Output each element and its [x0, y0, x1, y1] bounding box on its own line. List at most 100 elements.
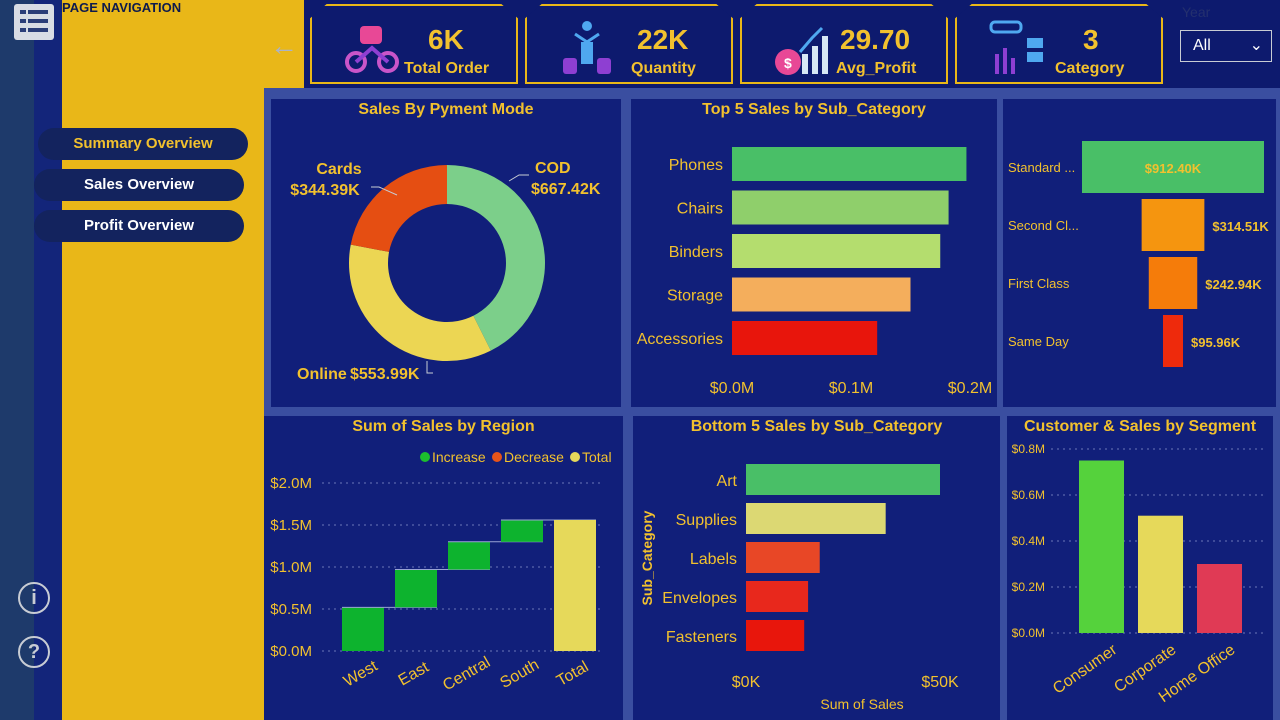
quantity-person-coins-icon: [563, 21, 611, 74]
region-tick-4: $0.0M: [270, 643, 312, 660]
bottom5-category-label: Labels: [690, 551, 737, 568]
cards-label: Cards: [316, 161, 361, 178]
legend-total-marker: [570, 452, 580, 462]
legend-decrease-marker: [492, 452, 502, 462]
ship-mode-panel: Standard ... $912.40K Second Cl... $314.51K…: [1003, 99, 1276, 407]
segment-bar[interactable]: [1197, 564, 1242, 633]
donut-slice-cards[interactable]: [350, 165, 447, 252]
kpi-category-value: 3: [1083, 24, 1099, 55]
navigation-panel: [62, 0, 304, 720]
region-tick-3: $0.5M: [270, 601, 312, 618]
segment-bar[interactable]: [1138, 515, 1183, 633]
top5-chart: $0.0M $0.1M $0.2M Phones Chairs Binders Sto…: [637, 147, 992, 397]
waterfall-bar[interactable]: [448, 541, 490, 570]
bottom5-tick-0: $0K: [732, 674, 761, 691]
bottom5-panel: Bottom 5 Sales by Sub_Category Sub_Categ…: [633, 416, 1000, 720]
ship-mode-funnel: Standard ... $912.40K Second Cl... $314.51K…: [1008, 141, 1269, 367]
legend-increase-marker: [420, 452, 430, 462]
region-title: Sum of Sales by Region: [352, 418, 535, 435]
waterfall-bar[interactable]: [501, 519, 543, 542]
ship-mode-value: $95.96K: [1191, 335, 1241, 350]
donut-slice-online[interactable]: [349, 244, 491, 361]
online-value: $553.99K: [350, 366, 420, 383]
ship-mode-label: Second Cl...: [1008, 218, 1079, 233]
legend-increase: Increase: [432, 449, 486, 465]
bottom5-bar[interactable]: [746, 581, 809, 612]
cod-label: COD: [535, 160, 571, 177]
region-category-label: South: [497, 656, 542, 692]
ship-mode-value: $912.40K: [1145, 161, 1202, 176]
segment-tick-3: $0.2M: [1012, 580, 1045, 594]
motorbike-delivery-icon: [345, 26, 399, 73]
bottom5-chart: Sub_Category $0K $50K Sum of Sales Art Su…: [639, 464, 959, 712]
bottom5-tick-1: $50K: [921, 674, 959, 691]
waterfall-bar[interactable]: [554, 519, 596, 651]
legend-decrease: Decrease: [504, 449, 564, 465]
top5-tick-1: $0.1M: [829, 380, 873, 397]
top5-bar[interactable]: [732, 321, 878, 355]
cod-leader-line: [508, 174, 529, 182]
segment-category-label: Consumer: [1050, 641, 1121, 698]
donut-slice-cod[interactable]: [447, 165, 545, 351]
payment-mode-title: Sales By Pyment Mode: [358, 101, 534, 118]
ship-mode-bar[interactable]: [1148, 257, 1198, 309]
legend-total: Total: [582, 449, 612, 465]
region-panel: Sum of Sales by Region Increase Decrease…: [264, 416, 623, 720]
year-slicer: Year All ⌄: [1170, 0, 1280, 88]
top5-bar[interactable]: [732, 147, 967, 181]
top5-bar[interactable]: [732, 234, 941, 268]
bottom5-category-label: Art: [717, 473, 738, 490]
help-icon[interactable]: ?: [18, 636, 50, 668]
profit-overview-button[interactable]: Profit Overview: [34, 210, 244, 242]
region-category-label: Central: [440, 654, 493, 695]
payment-mode-panel: Sales By Pyment Mode COD $667.42K Cards …: [271, 99, 621, 407]
kpi-avg-profit-label: Avg_Profit: [836, 60, 917, 77]
online-leader-line: [426, 361, 433, 374]
bottom5-bar[interactable]: [746, 464, 940, 495]
top5-category-label: Binders: [669, 244, 723, 261]
ship-mode-bar[interactable]: [1082, 141, 1264, 193]
year-dropdown-value: All: [1193, 37, 1211, 54]
ship-mode-bar[interactable]: [1141, 199, 1205, 251]
money-bag-growth-icon: $: [775, 26, 828, 75]
sales-overview-button[interactable]: Sales Overview: [34, 169, 244, 201]
segment-tick-4: $0.0M: [1012, 626, 1045, 640]
bottom5-category-label: Envelopes: [662, 590, 737, 607]
region-category-label: West: [341, 657, 381, 690]
kpi-total-order-label: Total Order: [404, 60, 490, 77]
info-icon[interactable]: i: [18, 582, 50, 614]
chevron-down-icon: ⌄: [1249, 37, 1263, 54]
year-slicer-label: Year: [1182, 4, 1211, 20]
ship-mode-bar[interactable]: [1163, 315, 1183, 367]
top5-bar[interactable]: [732, 190, 949, 225]
ship-mode-label: Same Day: [1008, 334, 1069, 349]
kpi-category: 3 Category: [955, 4, 1163, 84]
kpi-category-label: Category: [1055, 60, 1125, 77]
top5-panel: Top 5 Sales by Sub_Category $0.0M $0.1M …: [631, 99, 997, 407]
svg-text:$: $: [784, 55, 792, 71]
waterfall-bar[interactable]: [342, 607, 384, 651]
kpi-quantity-value: 22K: [637, 24, 689, 55]
segment-tick-1: $0.6M: [1012, 488, 1045, 502]
bottom5-bar[interactable]: [746, 503, 886, 534]
segment-bar[interactable]: [1079, 460, 1124, 634]
segment-panel: Customer & Sales by Segment $0.8M $0.6M …: [1007, 416, 1273, 720]
year-dropdown[interactable]: All ⌄: [1180, 30, 1272, 62]
bottom5-category-label: Fasteners: [666, 629, 737, 646]
summary-overview-button[interactable]: Summary Overview: [38, 128, 248, 160]
payment-mode-donut: COD $667.42K Cards $344.39K Online $553.…: [290, 160, 601, 383]
ship-mode-label: First Class: [1008, 276, 1070, 291]
top5-category-label: Chairs: [677, 201, 723, 218]
bottom5-bar[interactable]: [746, 620, 805, 651]
ship-mode-value: $242.94K: [1205, 277, 1262, 292]
segment-chart: $0.8M $0.6M $0.4M $0.2M $0.0M ConsumerCo…: [1012, 442, 1267, 706]
top5-bar[interactable]: [732, 277, 911, 312]
bottom5-bar[interactable]: [746, 542, 820, 573]
menu-icon[interactable]: [14, 4, 54, 40]
waterfall-bar[interactable]: [395, 569, 437, 608]
bottom5-ylabel: Sub_Category: [639, 510, 655, 605]
top5-category-label: Accessories: [637, 331, 723, 348]
kpi-total-order-value: 6K: [428, 24, 464, 55]
region-tick-1: $1.5M: [270, 517, 312, 534]
back-arrow-icon[interactable]: ←: [270, 30, 298, 61]
